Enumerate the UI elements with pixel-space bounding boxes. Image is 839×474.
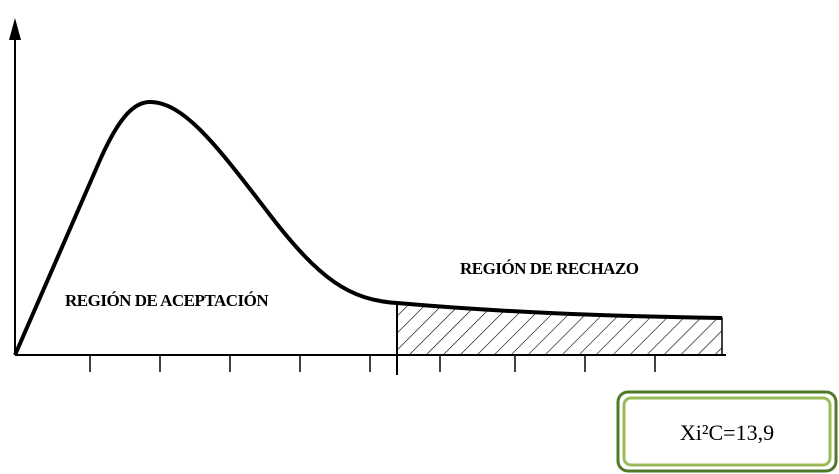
distribution-curve — [13, 99, 723, 356]
acceptance-label: REGIÓN DE ACEPTACIÓN — [65, 291, 269, 310]
rejection-hatch — [396, 302, 723, 356]
rejection-label: REGIÓN DE RECHAZO — [460, 259, 639, 278]
result-text: Xi²C=13,9 — [680, 420, 774, 445]
y-axis-arrow — [9, 18, 21, 40]
x-ticks — [89, 355, 656, 372]
result-box — [616, 390, 838, 473]
result-box-inner — [622, 396, 832, 467]
